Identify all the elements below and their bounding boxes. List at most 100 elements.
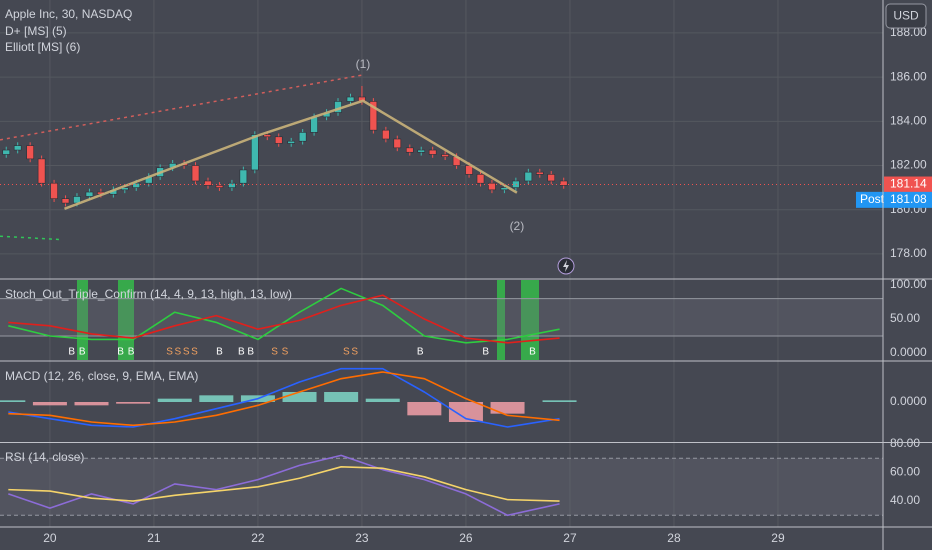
signal-label: S: [166, 347, 173, 358]
indicator-line: [8, 454, 560, 517]
x-tick-label: 29: [771, 531, 785, 545]
y-tick-label: 100.00: [890, 277, 927, 291]
study-label: Elliott [MS] (6): [5, 40, 80, 54]
icon-bolt[interactable]: [563, 260, 569, 272]
last-price-tag: [884, 176, 932, 193]
signal-label: S: [175, 347, 182, 358]
currency-button[interactable]: USD: [885, 3, 927, 29]
candle-body: [547, 174, 556, 182]
candle-body: [263, 134, 272, 138]
candle-body: [428, 149, 437, 155]
y-tick-label: 188.00: [890, 25, 927, 39]
post-label: Post: [860, 192, 885, 206]
candle-body: [204, 180, 212, 186]
y-tick-label: 186.00: [890, 69, 927, 83]
candle-body: [441, 154, 449, 157]
indicator-line: [8, 367, 560, 428]
histogram-bar: [324, 392, 359, 402]
candle-body: [215, 185, 224, 188]
overlay-line: [0, 235, 61, 241]
signal-highlight: [77, 280, 88, 360]
pane-title: Stoch_Out_Triple_Confirm (14, 4, 9, 13, …: [5, 287, 292, 301]
study-label: D+ [MS] (5): [5, 24, 67, 38]
candle-body: [2, 149, 11, 155]
pane-title: Apple Inc, 30, NASDAQ: [5, 7, 132, 21]
indicator-line: [8, 466, 560, 502]
indicator-line: [8, 294, 560, 344]
indicator-line: [8, 371, 560, 427]
band-fill: [0, 298, 883, 337]
y-tick-label: 182.00: [890, 158, 927, 172]
signal-label: S: [343, 347, 350, 358]
candle-body: [298, 132, 307, 142]
candle-body: [191, 165, 200, 182]
candle-body: [274, 136, 283, 144]
x-tick-label: 21: [147, 531, 161, 545]
candle-body: [393, 138, 402, 149]
pane-title: RSI (14, close): [5, 450, 84, 464]
overlay-line: [64, 99, 518, 211]
histogram-bar: [542, 400, 577, 402]
y-tick-label: 80.00: [890, 436, 920, 450]
y-tick-label: 60.00: [890, 465, 920, 479]
y-tick-label: 184.00: [890, 113, 927, 127]
histogram-bar: [448, 402, 483, 422]
y-tick-label: 50.00: [890, 311, 920, 325]
overlay-line: [0, 74, 364, 141]
histogram-bar: [116, 402, 151, 404]
candle-body: [50, 182, 58, 199]
signal-label: B: [128, 347, 135, 358]
alert-icon[interactable]: [557, 257, 575, 275]
signal-label: S: [183, 347, 190, 358]
signal-label: B: [68, 347, 75, 358]
candle-body: [228, 182, 236, 188]
y-tick-label: 40.00: [890, 493, 920, 507]
candle-body: [310, 116, 318, 133]
candle-body: [559, 180, 568, 186]
histogram-bar: [365, 398, 400, 402]
pane-title: MACD (12, 26, close, 9, EMA, EMA): [5, 369, 198, 383]
candle-body: [512, 180, 520, 188]
candle-body: [239, 169, 248, 184]
candle-body: [382, 129, 390, 140]
candle-body: [37, 158, 46, 184]
candle-body: [405, 147, 414, 153]
post-price-label: 181.08: [890, 192, 927, 206]
candle-body: [13, 145, 22, 151]
signal-highlight: [497, 280, 505, 360]
button-box[interactable]: [885, 3, 927, 29]
candle-body: [488, 182, 496, 191]
histogram-bar: [199, 395, 234, 402]
candle-body: [61, 198, 70, 204]
x-tick-label: 22: [251, 531, 265, 545]
signal-label: B: [417, 347, 424, 358]
candle-body: [417, 149, 426, 153]
band-fill: [0, 458, 883, 516]
signal-label: S: [282, 347, 289, 358]
histogram-bar: [74, 402, 109, 406]
last-price-label: 181.14: [890, 177, 927, 191]
candle-body: [535, 171, 544, 175]
signal-label: B: [117, 347, 124, 358]
signal-label: B: [247, 347, 254, 358]
x-tick-label: 23: [355, 531, 369, 545]
x-tick-label: 20: [43, 531, 57, 545]
signal-label: B: [79, 347, 86, 358]
candle-body: [369, 101, 378, 131]
histogram-bar: [0, 400, 26, 402]
signal-label: S: [271, 347, 278, 358]
y-tick-label: 178.00: [890, 246, 927, 260]
signal-label: S: [191, 347, 198, 358]
histogram-bar: [282, 392, 317, 402]
candle-body: [132, 182, 141, 188]
histogram-bar: [157, 398, 192, 402]
currency-label[interactable]: USD: [893, 9, 919, 23]
signal-label: S: [351, 347, 358, 358]
post-tag: [856, 191, 932, 208]
candle-body: [121, 187, 129, 191]
candle-body: [524, 171, 533, 182]
candle-body: [26, 145, 34, 160]
wave-label: (2): [510, 219, 525, 233]
histogram-bar: [32, 402, 67, 406]
